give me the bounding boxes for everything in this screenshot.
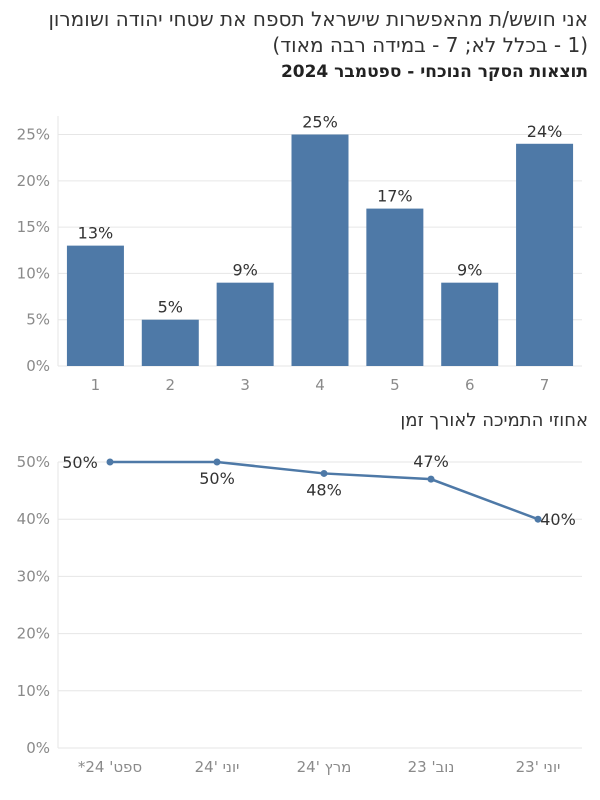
bar-chart: 0%5%10%15%20%25%13%15%29%325%417%59%624%… [17, 113, 582, 394]
line-y-tick-label: 40% [17, 510, 50, 528]
chart-header: אני חושש/ת מהאפשרות שישראל תספח את שטחי … [8, 6, 588, 84]
bar-data-label: 5% [158, 298, 183, 317]
line-x-tick-label: נוב' 23 [408, 758, 455, 776]
line-point-0 [106, 458, 114, 466]
bar-4 [291, 134, 349, 366]
line-y-tick-label: 30% [17, 567, 50, 585]
bar-6 [441, 282, 499, 366]
bar-y-tick-label: 0% [26, 357, 50, 375]
bar-x-tick-label: 1 [91, 376, 101, 394]
bar-y-tick-label: 20% [17, 172, 50, 190]
bar-y-tick-label: 10% [17, 264, 50, 282]
line-x-tick-label: ספט' 24* [78, 758, 142, 776]
bar-y-tick-label: 5% [26, 311, 50, 329]
chart-title: אני חושש/ת מהאפשרות שישראל תספח את שטחי … [48, 7, 588, 31]
line-data-label: 50% [62, 453, 98, 472]
line-point-4 [534, 515, 542, 523]
bar-data-label: 13% [78, 224, 114, 243]
bar-data-label: 24% [527, 122, 563, 141]
bar-x-tick-label: 7 [540, 376, 550, 394]
bar-x-tick-label: 3 [240, 376, 250, 394]
line-y-tick-label: 50% [17, 453, 50, 471]
bar-data-label: 17% [377, 187, 413, 206]
bar-data-label: 25% [302, 113, 338, 132]
line-y-tick-label: 20% [17, 625, 50, 643]
line-y-tick-label: 0% [26, 739, 50, 757]
bar-2 [141, 319, 199, 366]
bar-5 [366, 208, 424, 366]
bar-7 [516, 143, 574, 366]
bar-section-title: תוצאות הסקר הנוכחי - ספטמבר 2024 [280, 62, 588, 82]
bar-x-tick-label: 6 [465, 376, 475, 394]
bar-3 [216, 282, 274, 366]
line-point-2 [320, 469, 328, 477]
bar-x-tick-label: 5 [390, 376, 400, 394]
line-x-tick-label: יוני '24 [195, 758, 240, 776]
bar-data-label: 9% [457, 261, 482, 280]
line-data-label: 40% [540, 510, 576, 529]
bar-data-label: 9% [232, 261, 257, 280]
line-y-tick-label: 10% [17, 682, 50, 700]
line-data-label: 48% [306, 480, 342, 499]
line-point-3 [427, 475, 435, 483]
bar-y-tick-label: 25% [17, 126, 50, 144]
line-point-1 [213, 458, 221, 466]
bar-x-tick-label: 2 [166, 376, 176, 394]
line-section-title: אחוזי התמיכה לאורך זמן [400, 410, 588, 431]
chart-subtitle: (1 - בכלל לא; 7 - במידה רבה מאוד) [272, 33, 588, 57]
line-x-tick-label: יוני '23 [516, 758, 561, 776]
line-x-tick-label: מרץ '24 [297, 758, 352, 776]
bar-x-tick-label: 4 [315, 376, 325, 394]
line-data-label: 47% [413, 452, 449, 471]
line-data-label: 50% [199, 469, 235, 488]
bar-y-tick-label: 15% [17, 218, 50, 236]
bar-1 [66, 245, 124, 366]
